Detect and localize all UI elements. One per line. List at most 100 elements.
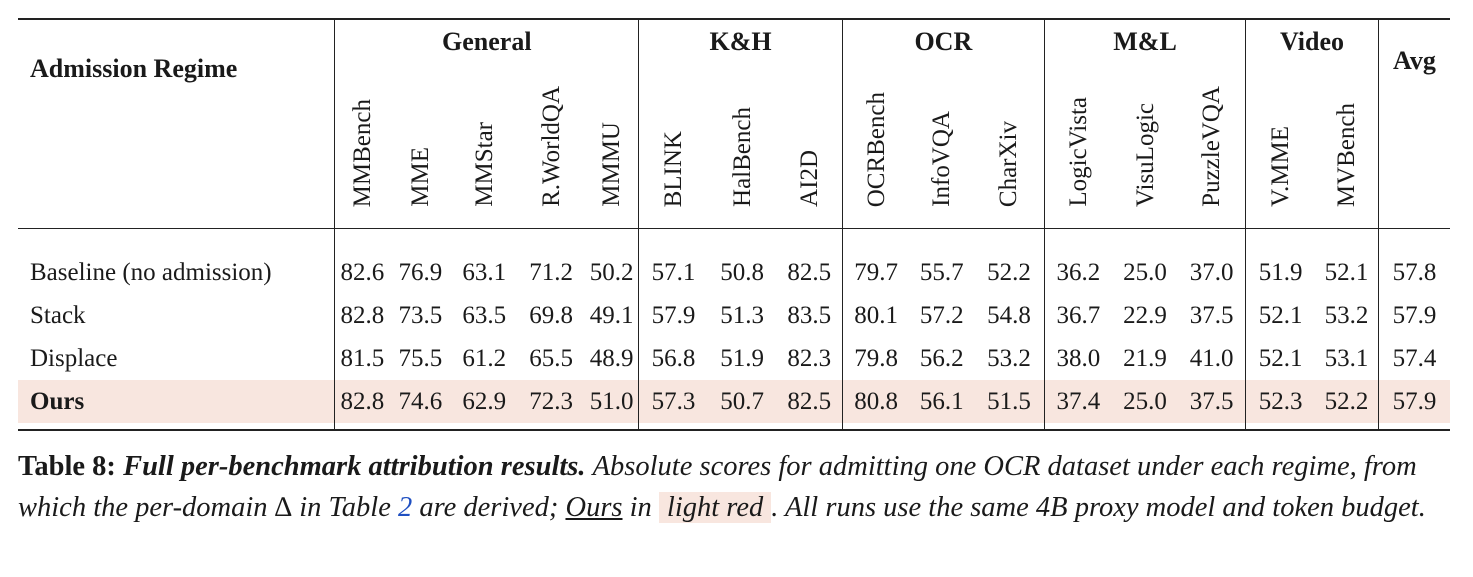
group-header-ml: M&L [1043,19,1246,64]
bench-header: PuzzleVQA [1198,86,1226,207]
score-cell: 76.9 [398,258,443,286]
bench-header: BLINK [638,64,708,229]
table-caption: Table 8: Full per-benchmark attribution … [18,446,1458,528]
caption-label: Table 8: [18,451,116,482]
score-cell: 62.9 [451,380,518,423]
score-cell: 56.2 [919,344,964,372]
score-cell: 25.0 [1111,380,1179,423]
score-cell: 82.8 [334,294,390,337]
score-cell: 80.1 [841,294,910,337]
score-cell: 56.8 [638,337,708,380]
group-header-ocr: OCR [841,19,1045,64]
results-table-container: Admission Regime General K&H OCR M&L Vid… [18,18,1450,431]
score-cell: 63.1 [462,258,507,286]
bench-header: R.WorldQA [537,86,565,207]
group-header-video: Video [1245,19,1379,64]
score-cell: 71.2 [529,258,573,286]
score-cell: 49.1 [589,301,634,329]
score-cell: 74.6 [389,380,452,423]
score-cell: 57.1 [638,251,708,294]
score-cell: 50.8 [720,258,764,286]
row-label: Stack [30,301,86,329]
score-cell: 54.8 [987,301,1031,329]
score-cell: 57.9 [638,294,708,337]
score-cell: 53.1 [1324,344,1369,372]
row-header: Admission Regime [30,54,238,83]
caption-text: Absolute scores for admitting one OCR da… [18,451,1417,523]
score-cell: 37.5 [1178,380,1246,423]
score-cell: 53.2 [1324,301,1369,329]
score-cell: 79.7 [841,251,910,294]
table-reference-link[interactable]: 2 [397,492,413,523]
score-cell: 36.7 [1043,294,1112,337]
bench-header: V.MME [1245,64,1316,229]
score-cell: 52.1 [1324,258,1369,286]
score-cell: 52.2 [987,258,1031,286]
caption-text: . All runs use the same 4B proxy model a… [771,492,1426,523]
score-cell: 51.9 [1245,251,1316,294]
caption-text: in [622,492,659,523]
caption-text: are derived; [412,492,566,523]
bench-header: CharXiv [995,120,1023,207]
caption-highlight: light red [658,492,772,523]
score-cell: 21.9 [1123,344,1167,372]
bench-header: InfoVQA [928,111,956,207]
caption-title: Full per-benchmark attribution results. [123,451,586,482]
bench-header: MME [406,147,434,207]
row-label: Ours [18,380,335,423]
score-cell: 52.2 [1315,380,1379,423]
score-cell: 52.1 [1245,294,1316,337]
table-row-ours: Ours 82.8 74.6 62.9 72.3 51.0 57.3 50.7 … [18,380,1450,423]
row-label: Displace [30,344,118,372]
score-cell: 22.9 [1123,301,1167,329]
score-cell: 82.5 [787,258,832,286]
score-cell: 25.0 [1123,258,1167,286]
score-cell: 38.0 [1043,337,1112,380]
score-cell: 80.8 [841,380,910,423]
bench-header: MMStar [470,122,498,207]
score-cell: 41.0 [1189,344,1234,372]
score-cell: 72.3 [517,380,585,423]
score-cell: 75.5 [398,344,443,372]
score-cell: 56.1 [909,380,974,423]
score-cell: 36.2 [1043,251,1112,294]
table-row-stack: Stack 82.8 73.5 63.5 69.8 49.1 57.9 51.3… [18,294,1450,337]
score-cell: 37.5 [1189,301,1234,329]
avg-cell: 57.8 [1377,251,1450,294]
score-cell: 57.2 [919,301,964,329]
table-row-displace: Displace 81.5 75.5 61.2 65.5 48.9 56.8 5… [18,337,1450,380]
group-header-kh: K&H [638,19,843,64]
score-cell: 52.1 [1245,337,1316,380]
row-label: Baseline (no admission) [30,258,272,286]
group-header-general: General [334,19,639,64]
score-cell: 51.3 [720,301,764,329]
table-row-baseline: Baseline (no admission) 82.6 76.9 63.1 7… [18,251,1450,294]
score-cell: 83.5 [787,301,832,329]
bench-header: OCRBench [841,64,910,229]
score-cell: 82.6 [334,251,390,294]
score-cell: 51.5 [973,380,1045,423]
score-cell: 82.8 [334,380,390,423]
bench-header: MMMU [598,122,626,207]
avg-cell: 57.9 [1377,294,1450,337]
score-cell: 37.4 [1043,380,1112,423]
score-cell: 50.2 [589,258,634,286]
score-cell: 53.2 [987,344,1031,372]
score-cell: 73.5 [398,301,443,329]
bench-header: AI2D [795,150,823,207]
bench-header: HalBench [728,107,756,207]
score-cell: 82.5 [776,380,843,423]
bench-header: VisuLogic [1131,102,1159,207]
score-cell: 51.9 [720,344,764,372]
score-cell: 69.8 [529,301,573,329]
bench-header: LogicVista [1043,64,1112,229]
score-cell: 61.2 [462,344,507,372]
score-cell: 82.3 [787,344,832,372]
score-cell: 37.0 [1189,258,1234,286]
results-table: Admission Regime General K&H OCR M&L Vid… [18,18,1450,431]
score-cell: 57.3 [638,380,708,423]
score-cell: 63.5 [462,301,507,329]
score-cell: 48.9 [589,344,634,372]
avg-cell: 57.9 [1377,380,1450,423]
avg-cell: 57.4 [1377,337,1450,380]
